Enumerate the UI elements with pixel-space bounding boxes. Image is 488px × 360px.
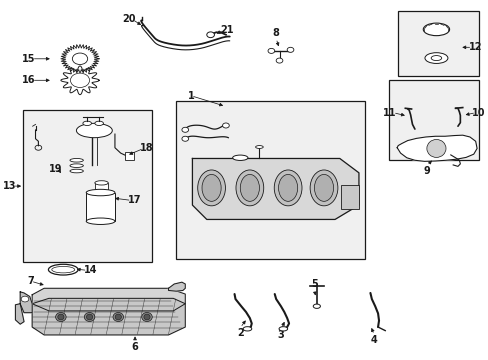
Text: 6: 6 xyxy=(131,342,138,352)
Ellipse shape xyxy=(142,312,152,321)
Ellipse shape xyxy=(115,314,121,320)
Text: 20: 20 xyxy=(122,14,136,24)
Polygon shape xyxy=(396,135,476,161)
Bar xyxy=(124,152,134,160)
Text: 16: 16 xyxy=(22,75,36,85)
Ellipse shape xyxy=(84,312,95,321)
Ellipse shape xyxy=(52,266,75,273)
Ellipse shape xyxy=(70,158,83,162)
Text: 18: 18 xyxy=(140,143,153,153)
Text: 2: 2 xyxy=(236,328,243,338)
Bar xyxy=(340,185,358,209)
Text: 10: 10 xyxy=(471,108,485,118)
Ellipse shape xyxy=(423,23,448,36)
Bar xyxy=(95,183,108,194)
Text: 11: 11 xyxy=(383,108,396,118)
Text: 13: 13 xyxy=(3,181,17,191)
Bar xyxy=(22,110,151,262)
Circle shape xyxy=(182,127,188,132)
Text: 8: 8 xyxy=(272,28,279,39)
Ellipse shape xyxy=(309,170,337,206)
Ellipse shape xyxy=(48,264,78,275)
Text: 5: 5 xyxy=(310,279,317,289)
Polygon shape xyxy=(61,66,99,95)
Polygon shape xyxy=(32,288,185,311)
Circle shape xyxy=(286,47,293,52)
Ellipse shape xyxy=(236,170,263,206)
Ellipse shape xyxy=(95,121,103,126)
Ellipse shape xyxy=(278,175,297,201)
Ellipse shape xyxy=(314,175,333,201)
Bar xyxy=(388,80,479,160)
Ellipse shape xyxy=(70,169,83,173)
Circle shape xyxy=(72,53,87,64)
Ellipse shape xyxy=(240,175,259,201)
Text: 4: 4 xyxy=(370,335,377,345)
Ellipse shape xyxy=(143,314,150,320)
Text: 3: 3 xyxy=(277,329,284,339)
Ellipse shape xyxy=(97,201,105,204)
Ellipse shape xyxy=(95,181,108,185)
Circle shape xyxy=(222,123,229,128)
Ellipse shape xyxy=(56,312,66,321)
Polygon shape xyxy=(192,158,358,220)
Ellipse shape xyxy=(202,175,221,201)
Ellipse shape xyxy=(274,170,302,206)
Circle shape xyxy=(21,296,29,302)
Ellipse shape xyxy=(426,139,445,157)
Ellipse shape xyxy=(243,327,251,331)
Ellipse shape xyxy=(76,123,112,138)
Text: 12: 12 xyxy=(468,42,481,52)
Text: 19: 19 xyxy=(49,164,62,174)
Bar xyxy=(175,101,364,259)
Ellipse shape xyxy=(197,170,225,206)
Circle shape xyxy=(206,32,214,38)
Ellipse shape xyxy=(430,55,441,60)
Circle shape xyxy=(70,73,89,87)
Ellipse shape xyxy=(313,304,320,309)
Bar xyxy=(86,193,115,221)
Text: 7: 7 xyxy=(28,276,35,286)
Ellipse shape xyxy=(86,189,115,196)
Ellipse shape xyxy=(279,327,287,331)
Polygon shape xyxy=(61,44,99,73)
Ellipse shape xyxy=(70,164,83,167)
Polygon shape xyxy=(168,282,185,291)
Circle shape xyxy=(276,58,282,63)
Polygon shape xyxy=(20,292,32,313)
Polygon shape xyxy=(16,304,24,324)
Text: 17: 17 xyxy=(127,195,141,206)
Ellipse shape xyxy=(82,121,91,126)
Circle shape xyxy=(267,48,274,53)
Circle shape xyxy=(182,136,188,141)
Ellipse shape xyxy=(424,53,447,63)
Bar xyxy=(397,12,479,76)
Text: 1: 1 xyxy=(188,91,194,101)
Text: 14: 14 xyxy=(83,265,97,275)
Ellipse shape xyxy=(86,218,115,225)
Ellipse shape xyxy=(113,312,123,321)
Ellipse shape xyxy=(86,314,93,320)
Text: 15: 15 xyxy=(22,54,36,64)
Polygon shape xyxy=(32,298,185,335)
Ellipse shape xyxy=(58,314,64,320)
Text: 21: 21 xyxy=(220,25,233,35)
Ellipse shape xyxy=(232,155,247,161)
Ellipse shape xyxy=(255,145,263,148)
Text: 9: 9 xyxy=(423,166,429,176)
